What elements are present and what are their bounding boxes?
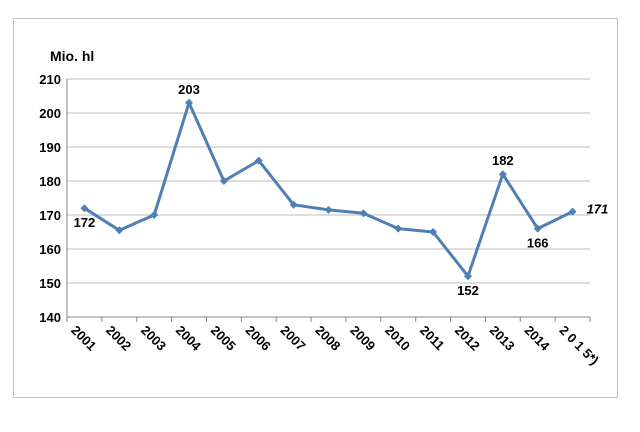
data-labels: 172 203 152 182 166 171 <box>74 82 609 298</box>
x-tick-label: 2013 <box>487 323 518 354</box>
x-tick-label: 2001 <box>68 323 99 354</box>
y-tick-label: 180 <box>39 174 61 189</box>
x-tick-label: 2008 <box>312 323 343 354</box>
y-tick-label: 210 <box>39 72 61 87</box>
x-tick-label: 2003 <box>138 323 169 354</box>
data-point <box>219 177 228 185</box>
data-point <box>394 224 403 233</box>
x-tick-label: 2002 <box>103 323 134 354</box>
data-label: 172 <box>74 215 96 230</box>
series-line <box>83 101 574 278</box>
y-tick-label: 160 <box>39 242 61 257</box>
x-tick-label: 2004 <box>173 323 205 355</box>
y-tick-label: 140 <box>39 310 61 325</box>
data-point <box>115 226 124 235</box>
y-axis: 140 150 160 170 180 190 200 210 <box>39 72 68 325</box>
y-tick-label: 170 <box>39 208 61 223</box>
data-label: 203 <box>178 82 200 97</box>
y-unit-label: Mio. hl <box>50 48 94 64</box>
y-tick-label: 200 <box>39 106 61 121</box>
x-tick-label: 2009 <box>347 323 378 354</box>
data-point <box>533 224 542 233</box>
data-label: 182 <box>492 153 514 168</box>
data-point <box>150 211 159 219</box>
x-tick-label: 2006 <box>243 323 274 354</box>
x-tick-label: 2011 <box>417 323 448 354</box>
x-tick-label: 2014 <box>522 323 554 355</box>
data-point <box>568 207 577 216</box>
x-tick-label: 2007 <box>278 323 309 354</box>
data-point <box>254 156 263 165</box>
data-point <box>324 205 333 214</box>
data-label: 171 <box>587 202 609 217</box>
data-point <box>185 98 194 107</box>
y-tick-label: 150 <box>39 276 61 291</box>
data-point <box>359 209 368 218</box>
data-point <box>289 200 298 209</box>
data-point <box>429 228 438 236</box>
x-tick-label: 2 0 1 5*) <box>556 323 601 368</box>
x-tick-label: 2005 <box>208 323 239 354</box>
x-tick-label: 2010 <box>382 323 413 354</box>
data-point <box>463 272 472 281</box>
data-point <box>498 170 507 179</box>
x-axis: 2001 2002 2003 2004 2005 2006 2007 2008 2009 2010… <box>66 316 602 368</box>
data-label: 166 <box>527 236 549 251</box>
data-label: 152 <box>457 283 479 298</box>
gridlines <box>67 78 590 318</box>
x-tick-label: 2012 <box>452 323 483 354</box>
y-tick-label: 190 <box>39 140 61 155</box>
data-point <box>80 204 89 213</box>
series <box>80 98 577 281</box>
